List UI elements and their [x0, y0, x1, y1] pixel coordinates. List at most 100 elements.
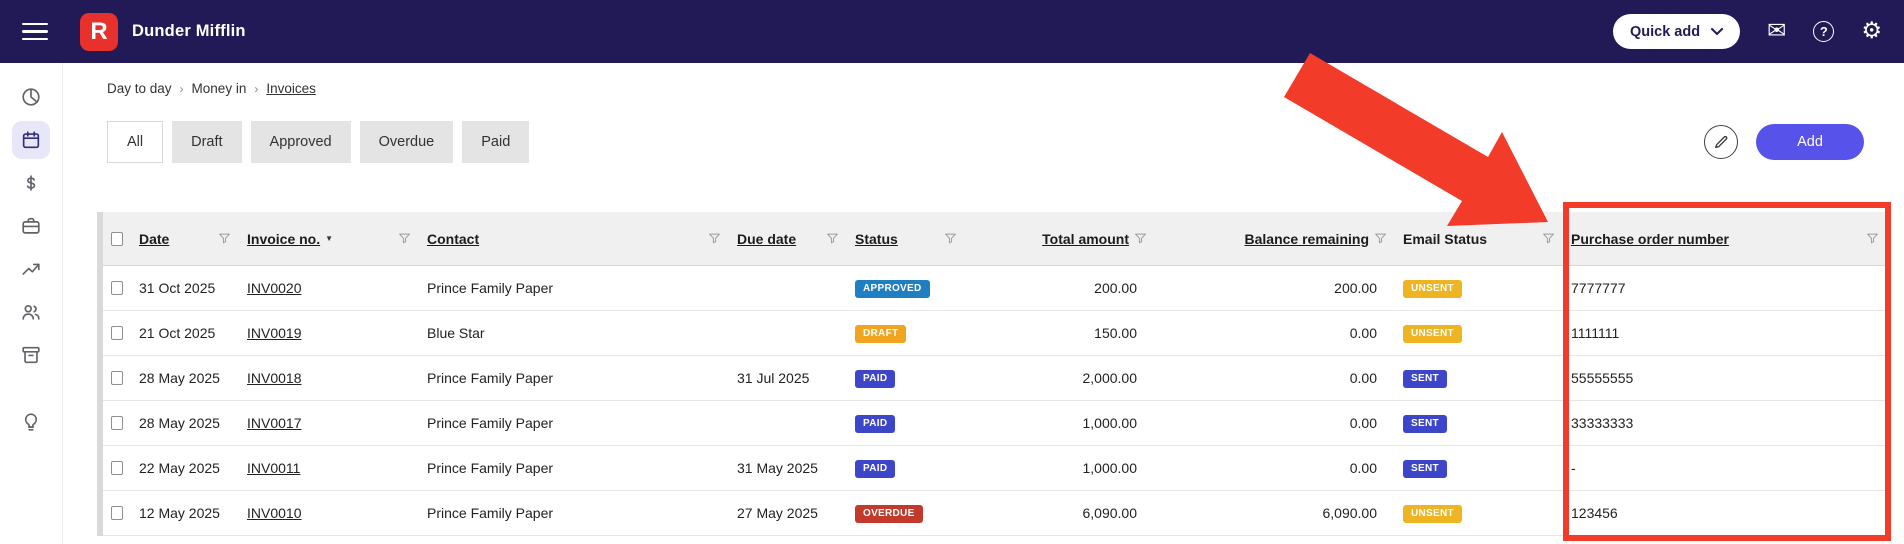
row-checkbox[interactable]: [111, 371, 123, 385]
sidebar-item-contacts[interactable]: [12, 290, 50, 333]
cell-status: PAID: [847, 413, 965, 433]
row-select-cell: [103, 371, 131, 385]
column-header-email_status[interactable]: Email Status: [1395, 212, 1563, 265]
filter-icon[interactable]: [944, 232, 957, 245]
filter-icon[interactable]: [1134, 232, 1147, 245]
cell-due-date: 31 May 2025: [737, 460, 818, 476]
cell-purchase-order-number: 7777777: [1571, 280, 1626, 296]
filter-icon[interactable]: [1374, 232, 1387, 245]
cell-invoice-no: INV0020: [239, 280, 419, 296]
cell-total-amount: 2,000.00: [1082, 370, 1138, 386]
breadcrumb: Day to day › Money in › Invoices: [107, 81, 1904, 96]
cell-invoice-no: INV0011: [239, 460, 419, 476]
filter-icon[interactable]: [826, 232, 839, 245]
invoice-link[interactable]: INV0020: [247, 280, 302, 296]
tab-approved[interactable]: Approved: [250, 121, 351, 163]
cell-invoice-no: INV0017: [239, 415, 419, 431]
cell-purchase-order-number: -: [1571, 460, 1576, 476]
cell-total-amount: 200.00: [1094, 280, 1137, 296]
cell-purchase-order-number: 55555555: [1571, 370, 1634, 386]
main-content: Day to day › Money in › Invoices All Dra…: [63, 63, 1904, 544]
status-badge: PAID: [855, 414, 896, 433]
filter-icon[interactable]: [1542, 232, 1555, 245]
cell-contact: Prince Family Paper: [427, 370, 554, 386]
pencil-icon: [1715, 135, 1728, 148]
row-checkbox[interactable]: [111, 416, 123, 430]
filter-icon[interactable]: [218, 232, 231, 245]
sidebar: [0, 63, 63, 544]
breadcrumb-day-to-day[interactable]: Day to day: [107, 81, 172, 96]
column-header-total[interactable]: Total amount: [965, 212, 1155, 265]
invoice-link[interactable]: INV0010: [247, 505, 302, 521]
column-header-invoice_no[interactable]: Invoice no. ▼: [239, 212, 419, 265]
status-badge: OVERDUE: [855, 504, 923, 523]
column-header-balance[interactable]: Balance remaining: [1155, 212, 1395, 265]
quick-add-button[interactable]: Quick add: [1612, 14, 1741, 49]
email-status-badge: UNSENT: [1403, 324, 1462, 343]
column-header-contact[interactable]: Contact: [419, 212, 729, 265]
cell-status: APPROVED: [847, 278, 965, 298]
calendar-icon: [22, 130, 40, 148]
cell-purchase-order-number: 123456: [1571, 505, 1618, 521]
invoice-table-body: 31 Oct 2025 INV0020 Prince Family Paper APP…: [103, 266, 1887, 536]
tabs-row: All Draft Approved Overdue Paid Add: [107, 121, 1864, 163]
invoice-link[interactable]: INV0011: [247, 460, 301, 476]
email-status-badge: SENT: [1403, 459, 1447, 478]
select-all-checkbox[interactable]: [111, 231, 123, 246]
sidebar-item-business[interactable]: [12, 204, 50, 247]
settings-icon[interactable]: ⚙: [1861, 18, 1882, 44]
filter-icon[interactable]: [398, 232, 411, 245]
breadcrumb-invoices[interactable]: Invoices: [266, 81, 316, 96]
row-checkbox[interactable]: [111, 326, 123, 340]
add-button[interactable]: Add: [1756, 124, 1864, 160]
mail-icon[interactable]: ✉: [1767, 18, 1787, 44]
app-logo: R: [80, 12, 118, 51]
tab-draft[interactable]: Draft: [172, 121, 242, 163]
customise-button[interactable]: [1704, 125, 1738, 159]
column-header-due_date[interactable]: Due date: [729, 212, 847, 265]
invoice-link[interactable]: INV0018: [247, 370, 302, 386]
cell-invoice-no: INV0010: [239, 505, 419, 521]
sidebar-item-calendar[interactable]: [12, 118, 50, 161]
row-checkbox[interactable]: [111, 461, 123, 475]
sidebar-item-reports[interactable]: [12, 247, 50, 290]
table-row: 22 May 2025 INV0011 Prince Family Paper 31 …: [103, 446, 1887, 491]
column-label: Due date: [737, 230, 797, 247]
tab-overdue[interactable]: Overdue: [359, 121, 454, 163]
invoice-link[interactable]: INV0017: [247, 415, 302, 431]
column-header-date[interactable]: Date: [131, 212, 239, 265]
menu-icon[interactable]: [22, 22, 48, 41]
sidebar-item-pie-chart[interactable]: [12, 75, 50, 118]
help-icon[interactable]: ?: [1813, 21, 1835, 42]
trending-up-icon: [22, 263, 40, 275]
tab-paid[interactable]: Paid: [462, 121, 530, 163]
cell-status: PAID: [847, 368, 965, 388]
invoice-link[interactable]: INV0019: [247, 325, 302, 341]
sidebar-item-money[interactable]: [12, 161, 50, 204]
logo-letter: R: [90, 17, 108, 45]
cell-email-status: UNSENT: [1395, 278, 1563, 298]
table-row: 12 May 2025 INV0010 Prince Family Paper 27 …: [103, 491, 1887, 536]
cell-date: 12 May 2025: [139, 505, 220, 521]
cell-invoice-no: INV0019: [239, 325, 419, 341]
column-label: Invoice no.: [247, 230, 321, 247]
row-checkbox[interactable]: [111, 506, 123, 520]
column-label: Contact: [427, 230, 480, 247]
filter-icon[interactable]: [708, 232, 721, 245]
sidebar-item-archive[interactable]: [12, 333, 50, 376]
table-row: 28 May 2025 INV0018 Prince Family Paper 31 …: [103, 356, 1887, 401]
status-badge: DRAFT: [855, 324, 907, 343]
breadcrumb-money-in[interactable]: Money in: [191, 81, 247, 96]
filter-icon[interactable]: [1866, 232, 1879, 245]
breadcrumb-separator: ›: [179, 81, 184, 96]
row-select-cell: [103, 326, 131, 340]
cell-contact: Prince Family Paper: [427, 460, 554, 476]
table-header-row: Date Invoice no. ▼ Contact Due date Status Tot…: [103, 212, 1887, 266]
tab-all[interactable]: All: [107, 121, 164, 163]
cell-invoice-no: INV0018: [239, 370, 419, 386]
cell-status: PAID: [847, 458, 965, 478]
row-checkbox[interactable]: [111, 281, 123, 295]
column-header-status[interactable]: Status: [847, 212, 965, 265]
sidebar-item-ideas[interactable]: [12, 400, 50, 443]
column-header-po[interactable]: Purchase order number: [1563, 212, 1887, 265]
